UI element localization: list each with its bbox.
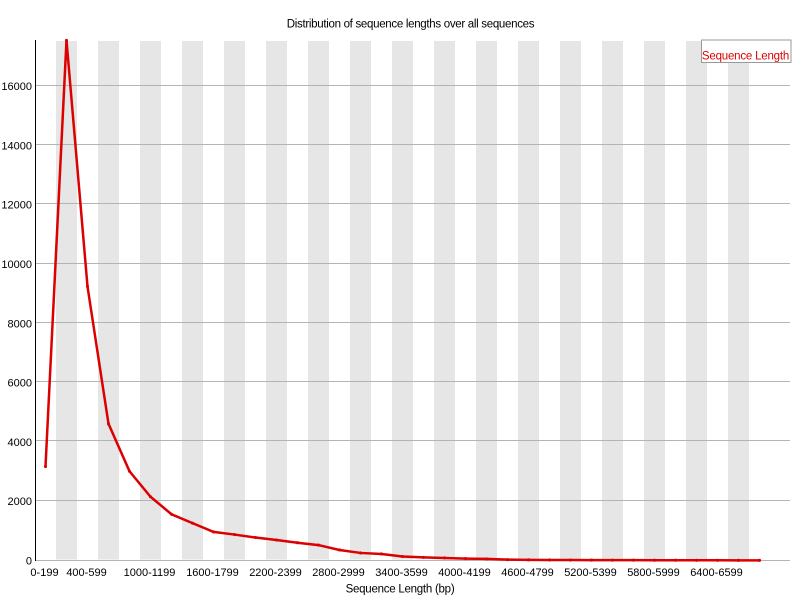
background-band bbox=[140, 41, 161, 560]
legend-box bbox=[701, 39, 792, 63]
x-tick-label: 5200-5399 bbox=[564, 567, 617, 579]
data-point bbox=[610, 558, 615, 562]
x-axis-title: Sequence Length (bp) bbox=[346, 584, 455, 596]
data-point bbox=[526, 558, 531, 562]
data-point bbox=[85, 284, 90, 289]
background-band bbox=[686, 41, 707, 560]
legend-label: Sequence Length bbox=[702, 51, 789, 63]
data-point bbox=[316, 543, 321, 547]
data-point bbox=[484, 557, 489, 561]
background-band bbox=[182, 41, 203, 560]
y-tick-label: 14000 bbox=[1, 140, 32, 152]
data-point bbox=[715, 558, 720, 562]
background-band bbox=[602, 41, 623, 560]
x-tick-label: 4600-4799 bbox=[501, 567, 554, 579]
background-band bbox=[392, 41, 413, 560]
data-point bbox=[757, 558, 762, 562]
data-point bbox=[274, 538, 279, 542]
x-tick-label: 4000-4199 bbox=[438, 567, 491, 579]
background-band bbox=[434, 41, 455, 560]
background-band bbox=[644, 41, 665, 560]
background-band bbox=[560, 41, 581, 560]
y-tick-label: 0 bbox=[26, 556, 32, 568]
data-point bbox=[736, 558, 741, 562]
background-band bbox=[266, 41, 287, 560]
background-band bbox=[728, 41, 749, 560]
data-point bbox=[64, 38, 69, 42]
background-band bbox=[98, 41, 119, 560]
y-tick-label: 4000 bbox=[8, 437, 32, 449]
data-point bbox=[148, 495, 153, 499]
y-tick-label: 8000 bbox=[8, 318, 32, 330]
x-tick-label: 6400-6599 bbox=[690, 567, 743, 579]
x-tick-label: 3400-3599 bbox=[375, 567, 428, 579]
data-point bbox=[631, 558, 636, 562]
data-point bbox=[442, 556, 447, 560]
background-band bbox=[518, 41, 539, 560]
data-point bbox=[43, 464, 48, 469]
data-point bbox=[694, 558, 699, 562]
data-point bbox=[211, 530, 216, 534]
data-point bbox=[232, 533, 237, 537]
y-tick-label: 16000 bbox=[1, 81, 32, 93]
data-point bbox=[127, 469, 132, 473]
data-point bbox=[337, 548, 342, 552]
background-band bbox=[476, 41, 497, 560]
data-point bbox=[106, 422, 111, 426]
background-band bbox=[224, 41, 245, 560]
x-tick-label: 400-599 bbox=[66, 567, 106, 579]
y-tick-label: 6000 bbox=[8, 378, 32, 390]
data-point bbox=[505, 558, 510, 562]
x-tick-label: 2800-2999 bbox=[312, 567, 365, 579]
background-band bbox=[350, 41, 371, 560]
x-tick-label: 1600-1799 bbox=[186, 567, 239, 579]
background-band bbox=[308, 41, 329, 560]
x-tick-label: 1000-1199 bbox=[124, 567, 176, 579]
data-point bbox=[673, 558, 678, 562]
chart-title: Distribution of sequence lengths over al… bbox=[287, 19, 535, 31]
data-point bbox=[652, 558, 657, 562]
data-point bbox=[253, 535, 258, 540]
y-tick-label: 12000 bbox=[1, 200, 32, 212]
y-tick-label: 2000 bbox=[8, 496, 32, 508]
x-tick-label: 0-199 bbox=[30, 567, 58, 579]
data-point bbox=[463, 557, 468, 561]
data-point bbox=[589, 558, 594, 562]
data-point bbox=[421, 555, 426, 559]
data-point bbox=[295, 541, 300, 545]
data-point bbox=[547, 558, 552, 562]
data-point bbox=[400, 554, 405, 559]
x-tick-label: 5800-5999 bbox=[627, 567, 680, 579]
x-tick-label: 2200-2399 bbox=[249, 567, 302, 579]
data-point bbox=[379, 552, 384, 556]
data-point bbox=[568, 558, 573, 562]
data-point bbox=[358, 551, 363, 555]
data-point bbox=[190, 521, 195, 525]
y-tick-label: 10000 bbox=[1, 259, 32, 271]
data-point bbox=[169, 512, 174, 516]
